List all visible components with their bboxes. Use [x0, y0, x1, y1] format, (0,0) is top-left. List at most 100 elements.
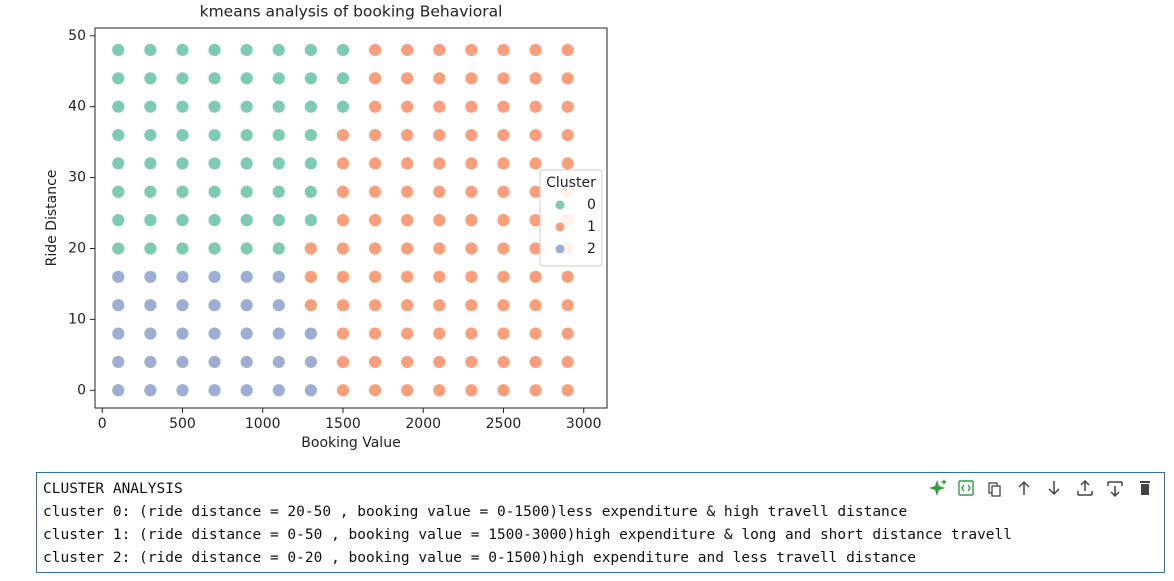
code-button[interactable]	[958, 480, 974, 496]
y-tick-label: 0	[77, 382, 86, 398]
point	[336, 326, 350, 341]
point	[464, 269, 479, 284]
y-tick-label: 20	[68, 240, 86, 256]
point	[528, 43, 543, 57]
point	[528, 269, 543, 284]
point	[368, 383, 382, 398]
move-up-button[interactable]	[1018, 480, 1030, 495]
point	[143, 99, 158, 114]
point	[175, 43, 190, 57]
point	[528, 99, 543, 114]
point	[143, 383, 158, 398]
point	[560, 128, 575, 142]
point	[175, 184, 190, 199]
point	[271, 298, 286, 313]
point	[271, 184, 286, 199]
point	[368, 241, 382, 256]
point	[464, 184, 479, 199]
point	[368, 298, 382, 313]
point	[464, 156, 479, 171]
point	[368, 269, 382, 284]
point	[175, 241, 190, 256]
y-axis-label: Ride Distance	[44, 170, 60, 267]
point	[464, 355, 479, 369]
point	[432, 99, 447, 114]
point	[336, 355, 350, 369]
point	[496, 43, 511, 57]
point	[207, 326, 222, 341]
point	[560, 156, 575, 171]
copy-button[interactable]	[988, 482, 1001, 497]
point	[111, 156, 126, 171]
text-cell[interactable]: CLUSTER ANALYSIS cluster 0: (ride distan…	[36, 472, 1165, 573]
point	[336, 71, 350, 86]
point	[368, 128, 382, 142]
point	[271, 71, 286, 86]
point	[368, 355, 382, 369]
point	[464, 383, 479, 398]
y-tick-label: 40	[68, 99, 86, 115]
point	[303, 298, 318, 313]
point	[143, 184, 158, 199]
cell-line: cluster 2: (ride distance = 0-20 , booki…	[43, 550, 916, 566]
point	[464, 298, 479, 313]
point	[560, 326, 575, 341]
point	[432, 156, 447, 171]
point	[207, 213, 222, 228]
point	[111, 99, 126, 114]
point	[528, 355, 543, 369]
point	[207, 355, 222, 369]
point	[432, 213, 447, 228]
point	[239, 99, 254, 114]
point	[207, 43, 222, 57]
point	[271, 269, 286, 284]
x-tick-label: 1500	[325, 416, 361, 432]
point	[496, 184, 511, 199]
delete-button[interactable]	[1140, 481, 1150, 495]
point	[175, 326, 190, 341]
ai-button[interactable]	[929, 479, 947, 496]
point	[400, 326, 415, 341]
point	[432, 184, 447, 199]
plot-frame	[94, 27, 608, 409]
point	[496, 99, 511, 114]
point	[143, 355, 158, 369]
x-axis-label: Booking Value	[301, 435, 400, 451]
point	[528, 298, 543, 313]
y-tick-label: 10	[68, 311, 86, 327]
point	[303, 71, 318, 86]
point	[368, 99, 382, 114]
move-down-button[interactable]	[1048, 481, 1060, 496]
insert-above-button[interactable]	[1077, 479, 1093, 496]
point	[143, 71, 158, 86]
point	[464, 128, 479, 142]
point	[175, 213, 190, 228]
point	[368, 213, 382, 228]
point	[239, 156, 254, 171]
point	[271, 156, 286, 171]
point	[336, 213, 350, 228]
point	[303, 355, 318, 369]
x-tick-label: 2500	[486, 416, 522, 432]
cell-line: cluster 1: (ride distance = 0-50 , booki…	[43, 527, 1013, 543]
point	[432, 298, 447, 313]
point	[336, 128, 350, 142]
point	[432, 326, 447, 341]
point	[400, 128, 415, 142]
point	[560, 298, 575, 313]
point	[175, 156, 190, 171]
cell-line: CLUSTER ANALYSIS	[43, 481, 183, 497]
point	[496, 355, 511, 369]
point	[400, 99, 415, 114]
point	[207, 241, 222, 256]
point	[368, 156, 382, 171]
insert-below-button[interactable]	[1107, 481, 1123, 498]
point	[336, 383, 350, 398]
point	[368, 43, 382, 57]
point	[143, 213, 158, 228]
point	[400, 213, 415, 228]
point	[111, 269, 126, 284]
point	[336, 184, 350, 199]
point	[239, 213, 254, 228]
